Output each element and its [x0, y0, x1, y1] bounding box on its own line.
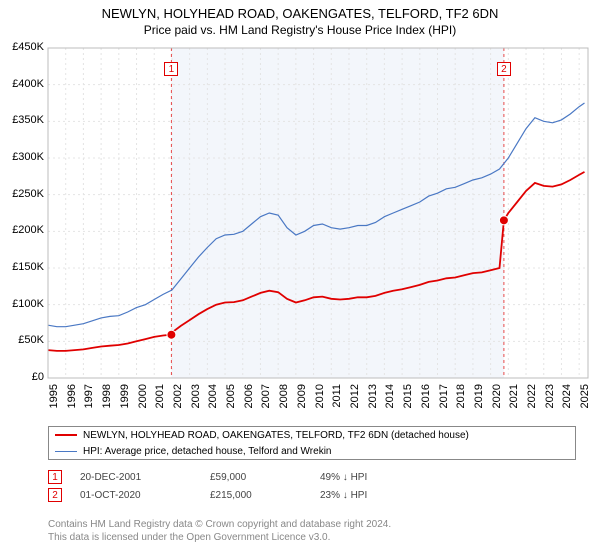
marker-pct: 23% ↓ HPI — [320, 490, 430, 501]
x-tick-label: 1997 — [83, 384, 95, 414]
x-tick-label: 2002 — [172, 384, 184, 414]
y-tick-label: £150K — [4, 261, 44, 273]
marker-table: 1 20-DEC-2001£59,00049% ↓ HPI 2 01-OCT-2020… — [48, 468, 430, 504]
x-tick-label: 1999 — [119, 384, 131, 414]
marker-price: £59,000 — [210, 472, 320, 483]
x-tick-label: 1995 — [48, 384, 60, 414]
marker-badge-icon: 2 — [48, 488, 62, 502]
marker-date: 20-DEC-2001 — [80, 472, 210, 483]
x-tick-label: 2023 — [544, 384, 556, 414]
x-tick-label: 2025 — [579, 384, 591, 414]
legend-box: NEWLYN, HOLYHEAD ROAD, OAKENGATES, TELFO… — [48, 426, 576, 460]
marker-table-row: 1 20-DEC-2001£59,00049% ↓ HPI — [48, 468, 430, 486]
x-tick-label: 2022 — [526, 384, 538, 414]
x-tick-label: 2017 — [438, 384, 450, 414]
chart-marker-badge-2: 2 — [497, 62, 511, 76]
legend-swatch — [55, 434, 77, 436]
legend-label: NEWLYN, HOLYHEAD ROAD, OAKENGATES, TELFO… — [83, 430, 469, 441]
chart-marker-badge-1: 1 — [164, 62, 178, 76]
x-tick-label: 2018 — [455, 384, 467, 414]
x-tick-label: 2001 — [154, 384, 166, 414]
x-tick-label: 2003 — [190, 384, 202, 414]
footer-line-1: Contains HM Land Registry data © Crown c… — [48, 518, 391, 531]
chart-container: NEWLYN, HOLYHEAD ROAD, OAKENGATES, TELFO… — [0, 0, 600, 560]
legend-swatch — [55, 451, 77, 452]
y-tick-label: £250K — [4, 188, 44, 200]
y-tick-label: £400K — [4, 78, 44, 90]
footer-text: Contains HM Land Registry data © Crown c… — [48, 518, 391, 544]
x-tick-label: 2024 — [561, 384, 573, 414]
marker-badge-icon: 1 — [48, 470, 62, 484]
x-tick-label: 2013 — [367, 384, 379, 414]
y-tick-label: £0 — [4, 371, 44, 383]
marker-pct: 49% ↓ HPI — [320, 472, 430, 483]
y-tick-label: £300K — [4, 151, 44, 163]
x-tick-label: 2012 — [349, 384, 361, 414]
x-tick-label: 2021 — [508, 384, 520, 414]
x-tick-label: 2019 — [473, 384, 485, 414]
x-tick-label: 2020 — [491, 384, 503, 414]
x-tick-label: 2008 — [278, 384, 290, 414]
legend-label: HPI: Average price, detached house, Telf… — [83, 446, 332, 457]
x-tick-label: 2016 — [420, 384, 432, 414]
x-tick-label: 2015 — [402, 384, 414, 414]
x-tick-label: 1998 — [101, 384, 113, 414]
x-tick-label: 2010 — [314, 384, 326, 414]
y-tick-label: £100K — [4, 298, 44, 310]
x-tick-label: 2005 — [225, 384, 237, 414]
y-tick-label: £350K — [4, 114, 44, 126]
x-tick-label: 2009 — [296, 384, 308, 414]
y-tick-label: £50K — [4, 334, 44, 346]
x-tick-label: 2004 — [207, 384, 219, 414]
legend-row: HPI: Average price, detached house, Telf… — [49, 443, 575, 459]
x-tick-label: 2006 — [243, 384, 255, 414]
x-tick-label: 2007 — [260, 384, 272, 414]
y-tick-label: £450K — [4, 41, 44, 53]
footer-line-2: This data is licensed under the Open Gov… — [48, 531, 391, 544]
marker-price: £215,000 — [210, 490, 320, 501]
legend-row: NEWLYN, HOLYHEAD ROAD, OAKENGATES, TELFO… — [49, 427, 575, 443]
marker-date: 01-OCT-2020 — [80, 490, 210, 501]
y-tick-label: £200K — [4, 224, 44, 236]
marker-table-row: 2 01-OCT-2020£215,00023% ↓ HPI — [48, 486, 430, 504]
x-tick-label: 1996 — [66, 384, 78, 414]
x-tick-label: 2011 — [331, 384, 343, 414]
x-tick-label: 2014 — [384, 384, 396, 414]
x-tick-label: 2000 — [137, 384, 149, 414]
